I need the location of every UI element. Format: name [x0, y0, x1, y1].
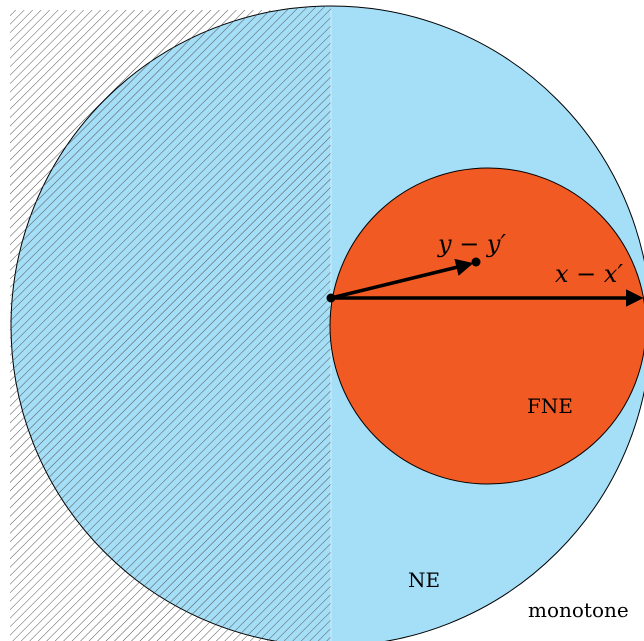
- monotone-label: monotone: [528, 598, 629, 622]
- y-diff-endpoint: [471, 257, 481, 267]
- y-diff-vector: [330, 258, 474, 300]
- ne-label: NE: [408, 568, 440, 592]
- monotone-hatch-overlay: [11, 6, 331, 641]
- y-diff-label: y − y′: [437, 230, 506, 258]
- x-diff-label: x − x′: [555, 260, 623, 288]
- fne-label: FNE: [527, 394, 573, 418]
- fne-disk: [329, 167, 644, 485]
